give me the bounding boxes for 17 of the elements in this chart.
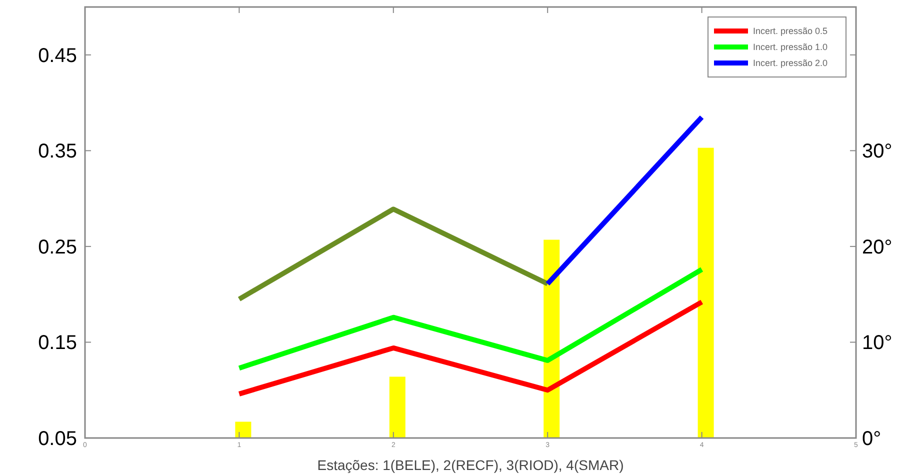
- y2-tick-label: 10°: [862, 332, 892, 354]
- y-tick-label: 0.45: [38, 44, 77, 67]
- legend-label: Incert. pressão 1.0: [753, 42, 828, 52]
- y-tick-label: 0.25: [38, 236, 77, 258]
- x-axis-title: Estações: 1(BELE), 2(RECF), 3(RIOD), 4(SMAR): [317, 457, 624, 473]
- y2-tick-label: 0°: [862, 428, 882, 450]
- y-tick-label: 0.15: [38, 332, 77, 354]
- legend-label: Incert. pressão 0.5: [753, 26, 828, 36]
- y-tick-label: 0.35: [38, 140, 77, 163]
- bar: [389, 376, 406, 438]
- y-tick-label: 0.05: [38, 428, 77, 450]
- legend-label: Incert. pressão 2.0: [753, 58, 828, 68]
- y2-tick-label: 20°: [862, 236, 892, 258]
- bar: [698, 148, 714, 438]
- bar: [235, 422, 252, 438]
- y2-tick-label: 30°: [862, 140, 892, 163]
- bar: [544, 240, 560, 438]
